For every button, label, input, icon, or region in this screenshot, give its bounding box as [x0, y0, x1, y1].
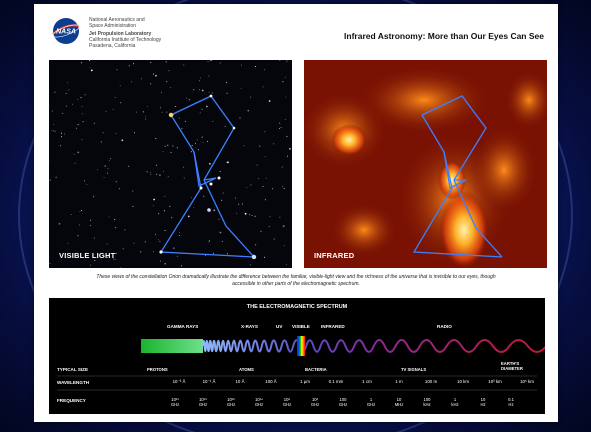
- frequency-unit: GHz: [338, 402, 348, 407]
- wavelength-tick: 1 µm: [300, 379, 310, 384]
- gamma-ray-wave: [141, 339, 203, 353]
- frequency-tick: 10²¹ GHz: [171, 397, 179, 407]
- frequency-tick: 10³ GHz: [311, 397, 319, 407]
- wavelength-tick: 10⁻³ Å: [172, 379, 186, 384]
- frequency-unit: Hz: [508, 402, 514, 407]
- frequency-unit: Hz: [480, 402, 486, 407]
- poster-title: Infrared Astronomy: More than Our Eyes C…: [344, 31, 544, 41]
- poster-header: NASA National Aeronautics and Space Admi…: [34, 4, 558, 56]
- frequency-value: 10¹⁹: [199, 397, 207, 402]
- band-visible: VISIBLE: [292, 324, 310, 329]
- frequency-tick: 10⁵ GHz: [283, 397, 291, 407]
- size-bacteria: BACTERIA: [305, 367, 327, 372]
- band-x-rays: X-RAYS: [241, 324, 258, 329]
- band-radio: RADIO: [437, 324, 452, 329]
- frequency-tick: 10¹⁶ GHz: [227, 397, 235, 407]
- frequency-value: 10: [480, 397, 486, 402]
- frequency-tick: 1 kHz: [451, 397, 458, 407]
- size-earths-diameter: EARTH'S DIAMETER: [501, 361, 523, 371]
- frequency-unit: GHz: [254, 402, 264, 407]
- org-line: Pasadena, California: [89, 43, 136, 49]
- orion-visible-image: [49, 60, 291, 268]
- wavelength-tick: 1 m: [395, 379, 403, 384]
- frequency-unit: MHz: [394, 402, 404, 407]
- frequency-unit: kHz: [451, 402, 459, 407]
- frequency-tick: 10¹⁹ GHz: [199, 397, 207, 407]
- wavelength-tick: 100 m: [424, 379, 438, 384]
- frequency-value: 1: [369, 397, 373, 402]
- frequency-value: 10¹⁴: [255, 397, 263, 402]
- spectrum-title: THE ELECTROMAGNETIC SPECTRUM: [246, 304, 348, 310]
- frequency-value: 10³: [311, 397, 319, 402]
- frequency-tick: 0.1 Hz: [508, 397, 514, 407]
- row-label-frequency: FREQUENCY: [57, 398, 86, 403]
- frequency-tick: 100 kHz: [423, 397, 430, 407]
- frequency-value: 10⁵: [283, 397, 291, 402]
- visible-light-panel: VISIBLE LIGHT: [49, 60, 292, 268]
- visible-light-label: VISIBLE LIGHT: [59, 251, 116, 260]
- wavelength-tick: 10 Å: [235, 379, 245, 384]
- spectrum-wave: [202, 339, 545, 353]
- frequency-tick: 1 GHz: [367, 397, 375, 407]
- frequency-unit: GHz: [282, 402, 292, 407]
- image-caption: These views of the constellation Orion d…: [96, 274, 496, 287]
- frequency-tick: 10 Hz: [480, 397, 485, 407]
- wavelength-tick: 10⁻¹ Å: [202, 379, 216, 384]
- orion-constellation-lines: [159, 95, 255, 258]
- size-protons: PROTONS: [147, 367, 168, 372]
- poster: NASA National Aeronautics and Space Admi…: [34, 4, 558, 422]
- frequency-value: 10¹⁶: [227, 397, 235, 402]
- nasa-logo: NASA: [52, 18, 80, 44]
- wavelength-tick: 10⁵ km: [520, 379, 534, 384]
- frequency-value: 0.1: [508, 397, 514, 402]
- frequency-value: 10²¹: [171, 397, 179, 402]
- wavelength-tick: 10³ km: [488, 379, 502, 384]
- infrared-panel: INFRARED: [304, 60, 547, 268]
- band-infrared: INFRARED: [321, 324, 345, 329]
- org-line: California Institute of Technology: [89, 37, 162, 43]
- org-line: Jet Propulsion Laboratory: [89, 31, 152, 37]
- org-line: National Aeronautics and: [89, 17, 145, 23]
- orion-infrared-image: [304, 60, 547, 268]
- wavelength-tick: 10 km: [457, 379, 469, 384]
- wavelength-tick: 0.1 mm: [328, 379, 344, 384]
- frequency-unit: GHz: [198, 402, 208, 407]
- wavelength-tick: 1 cm: [362, 379, 372, 384]
- frequency-unit: GHz: [226, 402, 236, 407]
- size-atoms: ATOMS: [239, 367, 254, 372]
- row-label-wavelength: WAVELENGTH: [57, 380, 90, 385]
- em-spectrum-panel: THE ELECTROMAGNETIC SPECTRUM GAMMA RAYS …: [49, 298, 545, 414]
- band-uv: UV: [276, 324, 283, 329]
- infrared-label: INFRARED: [314, 251, 355, 260]
- visible-band: [297, 336, 305, 356]
- frequency-tick: 10¹⁴ GHz: [255, 397, 263, 407]
- size-tv-signals: TV SIGNALS: [401, 367, 427, 372]
- orion-infrared-constellation-lines: [412, 95, 503, 258]
- frequency-tick: 10 MHz: [395, 397, 404, 407]
- frequency-unit: GHz: [170, 402, 180, 407]
- slide-background-ring: [18, 0, 573, 432]
- frequency-value: 100: [423, 397, 431, 402]
- row-label-typical-size: TYPICAL SIZE: [57, 367, 89, 372]
- frequency-unit: GHz: [310, 402, 320, 407]
- wavelength-tick: 100 Å: [265, 379, 277, 384]
- frequency-value: 1: [453, 397, 457, 402]
- org-block: National Aeronautics and Space Administr…: [89, 17, 199, 49]
- frequency-tick: 100 GHz: [339, 397, 347, 407]
- em-spectrum-graphic: [57, 336, 545, 391]
- frequency-value: 10: [396, 397, 402, 402]
- band-gamma-rays: GAMMA RAYS: [167, 324, 199, 329]
- frequency-value: 100: [339, 397, 347, 402]
- nasa-logo-text: NASA: [56, 29, 76, 36]
- org-line: Space Administration: [89, 23, 136, 29]
- frequency-unit: GHz: [366, 402, 376, 407]
- frequency-unit: kHz: [423, 402, 431, 407]
